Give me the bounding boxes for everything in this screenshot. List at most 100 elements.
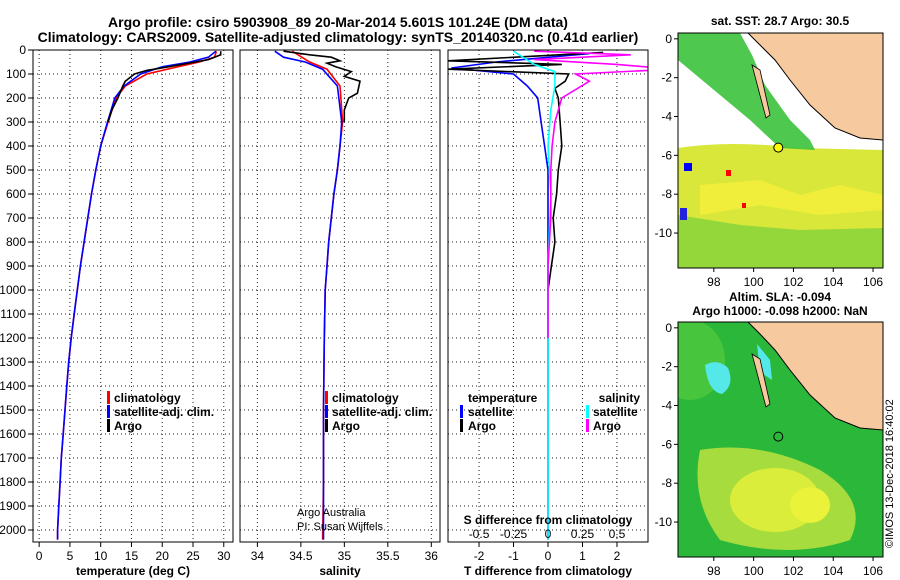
map-y-tick-label: -6	[661, 148, 672, 162]
y-tick-label: 800	[6, 235, 26, 249]
legend-title-salinity: salinity	[599, 391, 641, 405]
salinity-argo-line	[283, 50, 361, 122]
y-tick-label: 1500	[0, 403, 26, 417]
difference-salinity-argo-line	[534, 50, 648, 338]
temperature-grid	[33, 49, 233, 542]
x-tick-label: 5	[67, 549, 74, 563]
x-tick-label: 34	[251, 549, 265, 563]
top-tick-label: -0.5	[469, 527, 490, 541]
x-tick-label: 34.5	[289, 549, 313, 563]
legend-label-climatology: climatology	[114, 391, 181, 405]
credit-pi: PI: Susan Wijffels	[297, 521, 383, 533]
x-tick-label: 1	[579, 549, 586, 563]
legend-label-satellite: satellite-adj. clim.	[332, 405, 432, 419]
y-tick-label: 1400	[0, 379, 26, 393]
top-tick-label: 0.5	[609, 527, 626, 541]
legend-swatch-salinity-satellite	[586, 405, 589, 418]
map-x-tick-label: 100	[744, 275, 764, 289]
legend-swatch-satellite	[107, 405, 110, 418]
map-y-tick-label: 0	[665, 321, 672, 335]
temperature-axis-ticks: 0 5 10 15 20 25 30	[36, 542, 231, 563]
salinity-axis-ticks: 34 34.5 35 35.5 36	[251, 542, 439, 563]
map-x-tick-label: 98	[707, 275, 721, 289]
x-tick-label: 30	[217, 549, 231, 563]
x-tick-label: 35	[338, 549, 352, 563]
temperature-panel: 0100200300400500600700800900100011001200…	[0, 43, 234, 578]
legend-label-argo: Argo	[332, 419, 360, 433]
sst-cool-band	[678, 215, 883, 268]
y-tick-label: 1900	[0, 499, 26, 513]
top-tick-label: 0	[545, 527, 552, 541]
legend-swatch-satellite	[325, 405, 328, 418]
map-x-tick-label: 104	[823, 564, 843, 578]
map-x-tick-label: 106	[863, 275, 883, 289]
sst-map-title: sat. SST: 28.7 Argo: 30.5	[711, 14, 850, 28]
top-tick-label: -0.25	[500, 527, 528, 541]
difference-temperature-satellite-line	[451, 52, 590, 540]
sla-map-panel: Altim. SLA: -0.094 Argo h1000: -0.098 h2…	[655, 290, 884, 578]
x-tick-label: 36	[425, 549, 439, 563]
x-tick-label: 0	[545, 549, 552, 563]
sla-map-ticks: 98 100 102 104 106 0 -2 -4 -6 -8 -10	[655, 321, 884, 578]
t-difference-axis-label: T difference from climatology	[464, 564, 632, 578]
salinity-axes-frame	[239, 49, 441, 543]
y-tick-label: 1200	[0, 331, 26, 345]
sst-map-panel: sat. SST: 28.7 Argo: 30.5 98 100 102 104 106…	[655, 14, 884, 289]
y-tick-label: 1300	[0, 355, 26, 369]
temperature-axes-frame	[32, 49, 234, 543]
legend-label-climatology: climatology	[332, 391, 399, 405]
s-difference-axis-label: S difference from climatology	[464, 513, 633, 527]
legend-title-temperature: temperature	[468, 391, 538, 405]
figure-title-line2: Climatology: CARS2009. Satellite-adjuste…	[38, 29, 639, 45]
y-tick-label: 400	[6, 139, 26, 153]
legend-label-satellite: satellite-adj. clim.	[114, 405, 214, 419]
salinity-climatology-line	[291, 50, 344, 540]
legend-label-argo: Argo	[114, 419, 142, 433]
map-y-tick-label: -6	[661, 437, 672, 451]
legend-swatch-climatology	[107, 391, 110, 404]
difference-legend: temperature salinity satellite Argo sate…	[460, 391, 640, 433]
salinity-satellite-line	[274, 50, 343, 540]
salinity-legend: climatology satellite-adj. clim. Argo	[325, 391, 432, 433]
map-y-tick-label: 0	[665, 32, 672, 46]
map-y-tick-label: -8	[661, 476, 672, 490]
y-tick-label: 1800	[0, 475, 26, 489]
sla-argo-position-marker	[773, 431, 784, 442]
x-tick-label: 20	[156, 549, 170, 563]
x-tick-label: 0	[36, 549, 43, 563]
y-tick-label: 900	[6, 259, 26, 273]
legend-label-salinity-satellite: satellite	[593, 405, 638, 419]
difference-salinity-satellite-line	[513, 50, 556, 540]
figure-title-line1: Argo profile: csiro 5903908_89 20-Mar-20…	[108, 14, 568, 30]
temperature-axis-label: temperature (deg C)	[76, 564, 190, 578]
map-y-tick-label: -10	[655, 515, 673, 529]
sst-cold-pixel	[684, 163, 692, 171]
legend-swatch-salinity-argo	[586, 419, 589, 432]
x-tick-label: 2	[614, 549, 621, 563]
legend-label-temperature-argo: Argo	[468, 419, 496, 433]
sst-map-frame	[677, 32, 884, 269]
y-tick-label: 1700	[0, 451, 26, 465]
x-tick-label: 25	[186, 549, 200, 563]
sst-hot-pixel	[742, 203, 746, 208]
legend-swatch-argo	[325, 419, 328, 432]
map-x-tick-label: 106	[863, 564, 883, 578]
sla-map-title-line2: Argo h1000: -0.098 h2000: NaN	[692, 304, 867, 318]
x-tick-label: 10	[94, 549, 108, 563]
map-y-tick-label: -8	[661, 187, 672, 201]
y-tick-label: 2000	[0, 523, 26, 537]
x-tick-label: 15	[125, 549, 139, 563]
temperature-difference-axis-ticks: -2 -1 0 1 2	[474, 542, 621, 563]
sst-map-island	[751, 64, 771, 119]
map-y-tick-label: -2	[661, 71, 672, 85]
sst-map-land-sumatra	[747, 33, 883, 141]
sla-map-frame	[677, 321, 884, 558]
y-tick-label: 1000	[0, 283, 26, 297]
sla-map-title-line1: Altim. SLA: -0.094	[729, 290, 831, 304]
difference-panel: -2 -1 0 1 2 -0.5 -0.25 0 0.25 0.5 T difference f…	[447, 49, 649, 578]
map-x-tick-label: 100	[744, 564, 764, 578]
map-y-tick-label: -4	[661, 110, 672, 124]
legend-swatch-temperature-satellite	[460, 405, 463, 418]
sst-hot-pixel	[726, 170, 731, 176]
